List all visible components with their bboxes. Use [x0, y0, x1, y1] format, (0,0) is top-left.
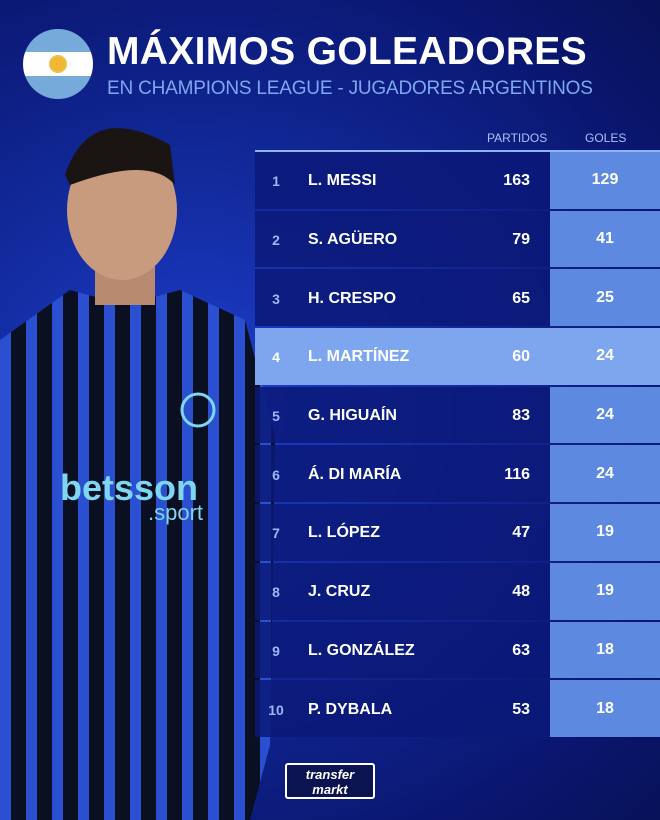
table-row: 10 P. DYBALA 53 18	[255, 680, 660, 739]
rank: 7	[272, 525, 280, 542]
goals: 24	[550, 328, 660, 385]
transfermarkt-logo: transfer markt	[285, 763, 375, 799]
scorers-table: 1 L. MESSI 163 129 2 S. AGÜERO 79 41 3 H…	[255, 150, 660, 739]
goals: 41	[550, 210, 660, 268]
argentina-flag-icon	[23, 29, 93, 99]
player-name: L. GONZÁLEZ	[308, 641, 415, 659]
player-name: L. LÓPEZ	[308, 524, 380, 542]
player-name: L. MESSI	[308, 172, 377, 190]
goals: 18	[550, 680, 660, 737]
games-played: 65	[512, 289, 530, 307]
page-subtitle: EN CHAMPIONS LEAGUE - JUGADORES ARGENTIN…	[107, 78, 593, 99]
games-played: 47	[512, 524, 530, 542]
goals: 24	[550, 386, 660, 444]
player-name: G. HIGUAÍN	[308, 407, 397, 425]
goals: 18	[550, 621, 660, 679]
table-row: 5 G. HIGUAÍN 83 24	[255, 386, 660, 446]
player-name: S. AGÜERO	[308, 231, 398, 249]
table-row: 7 L. LÓPEZ 47 19	[255, 504, 660, 563]
player-name: H. CRESPO	[308, 289, 397, 307]
table-row: 2 S. AGÜERO 79 41	[255, 210, 660, 270]
rank: 9	[272, 642, 280, 659]
goals: 19	[550, 562, 660, 620]
table-row: 3 H. CRESPO 65 25	[255, 269, 660, 328]
player-name: L. MARTÍNEZ	[308, 348, 410, 366]
games-played: 116	[504, 465, 530, 483]
rank: 5	[272, 408, 280, 425]
games-played: 48	[512, 583, 530, 601]
goals: 24	[550, 445, 660, 503]
shirt-sponsor: betsson	[60, 467, 198, 508]
goals: 25	[550, 269, 660, 327]
player-name: Á. DI MARÍA	[308, 465, 402, 483]
player-photo: betsson .sport	[0, 128, 275, 820]
column-header-games: PARTIDOS	[487, 131, 548, 145]
svg-text:.sport: .sport	[148, 500, 203, 525]
table-row: 8 J. CRUZ 48 19	[255, 562, 660, 622]
goals: 19	[550, 504, 660, 561]
table-row: 6 Á. DI MARÍA 116 24	[255, 445, 660, 504]
rank: 10	[268, 701, 284, 718]
rank: 1	[272, 173, 280, 190]
player-name: P. DYBALA	[308, 700, 393, 718]
column-header-goals: GOLES	[585, 131, 627, 145]
rank: 4	[272, 349, 280, 366]
games-played: 163	[503, 172, 530, 190]
games-played: 60	[512, 348, 530, 366]
games-played: 53	[512, 700, 530, 718]
table-row: 1 L. MESSI 163 129	[255, 152, 660, 211]
games-played: 83	[512, 407, 530, 425]
rank: 2	[272, 232, 280, 249]
table-row: 9 L. GONZÁLEZ 63 18	[255, 621, 660, 681]
rank: 6	[272, 466, 280, 483]
games-played: 79	[512, 231, 530, 249]
rank: 8	[272, 584, 280, 601]
page-title: MÁXIMOS GOLEADORES	[107, 30, 587, 73]
table-row: 4 L. MARTÍNEZ 60 24	[255, 328, 660, 387]
player-name: J. CRUZ	[308, 583, 371, 601]
games-played: 63	[512, 641, 530, 659]
rank: 3	[272, 290, 280, 307]
goals: 129	[550, 152, 660, 209]
